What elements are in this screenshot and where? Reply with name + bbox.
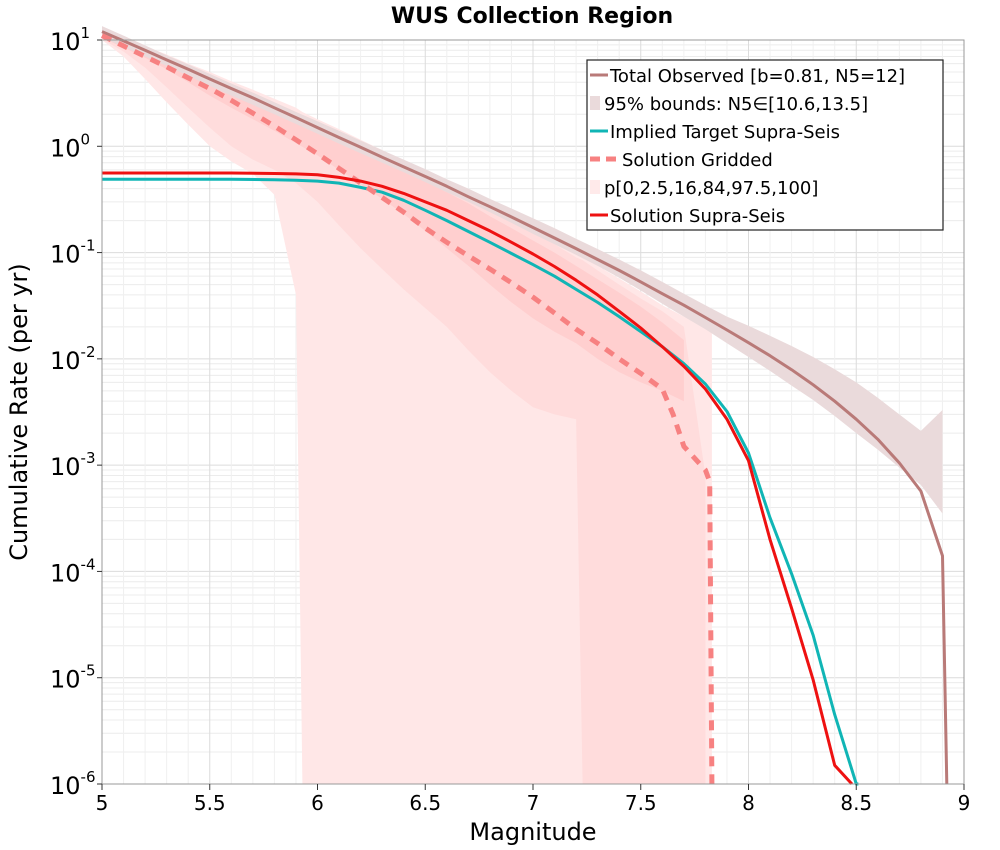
y-tick-label: 101 — [50, 24, 90, 56]
x-tick-label: 5 — [96, 791, 109, 815]
y-tick-label: 10-3 — [50, 449, 96, 481]
y-tick-label: 10-1 — [50, 237, 96, 269]
legend-label: Total Observed [b=0.81, N5=12] — [609, 66, 905, 87]
legend-label: p[0,2.5,16,84,97.5,100] — [604, 178, 818, 199]
chart-title: WUS Collection Region — [391, 4, 673, 29]
y-tick-label: 10-5 — [50, 662, 96, 694]
y-axis-ticks: 101 100 10-1 10-2 10-3 10-4 10-5 10-6 — [50, 24, 102, 800]
legend-label: Solution Gridded — [622, 150, 773, 171]
series-line — [101, 30, 949, 785]
x-tick-label: 8.5 — [840, 791, 872, 815]
uncertainty-band — [102, 36, 684, 402]
x-tick-label: 6.5 — [409, 791, 441, 815]
y-tick-label: 10-2 — [50, 343, 96, 375]
data-series — [100, 30, 949, 786]
legend-label: Solution Supra-Seis — [610, 206, 785, 227]
legend-label: 95% bounds: N5∈[10.6,13.5] — [604, 94, 868, 115]
legend-swatch — [590, 96, 600, 110]
y-tick-label: 10-4 — [50, 555, 96, 587]
y-tick-label: 100 — [50, 130, 90, 162]
x-axis-ticks: 5 5.5 6 6.5 7 7.5 8 8.5 9 — [96, 784, 971, 815]
x-tick-label: 7 — [527, 791, 540, 815]
legend-label: Implied Target Supra-Seis — [610, 122, 840, 143]
x-axis-label: Magnitude — [469, 818, 596, 846]
uncertainty-bands — [102, 26, 943, 784]
x-tick-label: 7.5 — [625, 791, 657, 815]
uncertainty-band — [102, 29, 712, 784]
y-axis-label: Cumulative Rate (per yr) — [5, 263, 33, 561]
x-tick-label: 9 — [958, 791, 971, 815]
series-line — [102, 177, 859, 786]
x-tick-label: 5.5 — [194, 791, 226, 815]
y-tick-label: 10-6 — [50, 768, 96, 800]
x-tick-label: 8 — [742, 791, 755, 815]
legend-box — [586, 59, 944, 231]
series-line — [102, 171, 854, 786]
x-tick-label: 6 — [311, 791, 324, 815]
legend-swatch — [590, 180, 600, 194]
legend: Total Observed [b=0.81, N5=12] 95% bounds… — [586, 59, 944, 231]
